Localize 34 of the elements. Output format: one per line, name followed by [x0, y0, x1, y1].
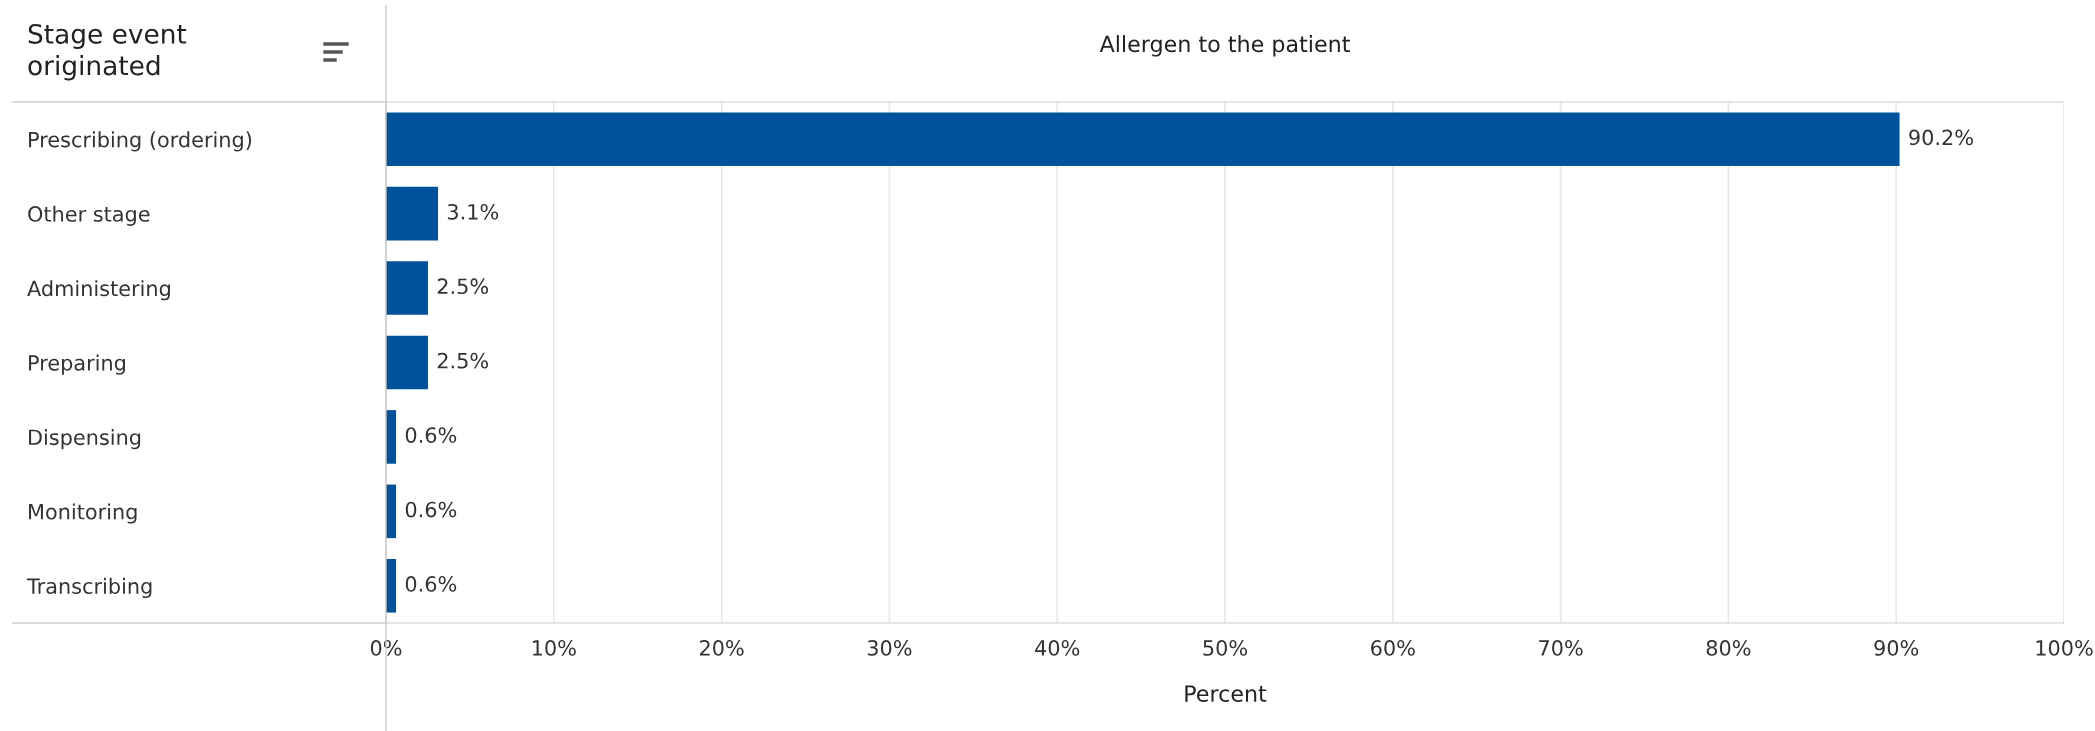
- x-axis-title: Percent: [1185, 685, 1267, 703]
- bar: [386, 558, 397, 613]
- x-tick-label: 20%: [699, 640, 744, 656]
- data-label: 2.5%: [437, 352, 489, 369]
- y-tick-label: Prescribing (ordering): [29, 131, 252, 152]
- data-label: 0.6%: [405, 576, 457, 592]
- x-tick-label: 40%: [1035, 640, 1080, 656]
- data-label: 0.6%: [405, 501, 457, 518]
- x-tick-label: 30%: [867, 640, 912, 656]
- y-tick-label: Other stage: [28, 205, 150, 226]
- x-tick-label: 100%: [2036, 640, 2093, 656]
- x-tick-label: 50%: [1203, 640, 1247, 656]
- y-tick-label: Monitoring: [29, 503, 137, 524]
- bar: [386, 186, 439, 241]
- x-tick-label: 80%: [1706, 640, 1751, 656]
- bar: [386, 335, 428, 390]
- y-tick-label: Administering: [27, 280, 170, 301]
- x-tick-label: 10%: [532, 640, 576, 656]
- x-tick-label: 0%: [370, 640, 402, 656]
- bar: [386, 410, 397, 464]
- y-axis-title: Stage event originated: [28, 23, 187, 81]
- data-label: 0.6%: [405, 427, 457, 443]
- data-label: 3.1%: [447, 203, 499, 220]
- x-tick-label: 60%: [1371, 640, 1415, 656]
- data-label: 2.5%: [437, 278, 489, 295]
- x-tick-label: 90%: [1874, 640, 1919, 656]
- x-tick-label: 70%: [1539, 640, 1583, 656]
- y-tick-label: Preparing: [29, 354, 125, 375]
- bar: [386, 112, 1900, 167]
- data-label: 90.2%: [1909, 129, 1973, 146]
- y-tick-label: Dispensing: [29, 429, 141, 450]
- chart-title: Allergen to the patient: [1099, 35, 1350, 57]
- y-tick-label: Transcribing: [26, 577, 152, 599]
- bar: [386, 261, 428, 315]
